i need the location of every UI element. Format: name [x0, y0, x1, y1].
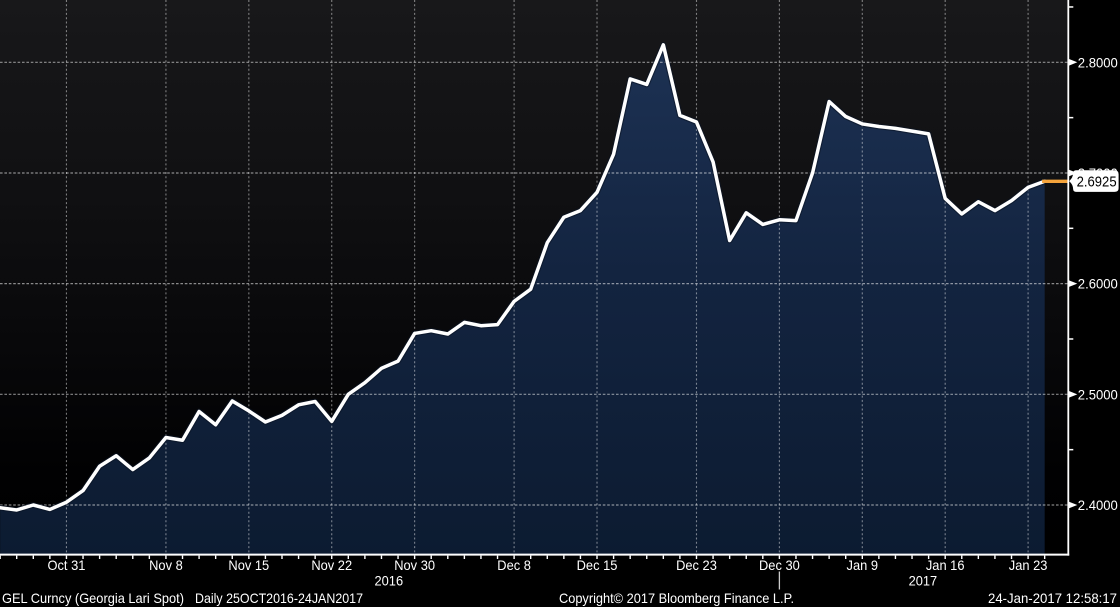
- svg-text:2.6000: 2.6000: [1078, 276, 1118, 292]
- svg-text:Jan 23: Jan 23: [1009, 557, 1048, 573]
- svg-text:2.5000: 2.5000: [1078, 386, 1118, 402]
- svg-text:Jan 9: Jan 9: [847, 557, 879, 573]
- svg-text:2.6925: 2.6925: [1077, 175, 1117, 191]
- svg-text:Dec 8: Dec 8: [497, 557, 531, 573]
- svg-text:Nov 8: Nov 8: [149, 557, 183, 573]
- svg-text:24-Jan-2017 12:58:17: 24-Jan-2017 12:58:17: [988, 590, 1117, 606]
- svg-text:Dec 23: Dec 23: [676, 557, 717, 573]
- svg-text:Daily 25OCT2016-24JAN2017: Daily 25OCT2016-24JAN2017: [195, 590, 363, 606]
- svg-text:Nov 22: Nov 22: [311, 557, 352, 573]
- svg-text:Dec 30: Dec 30: [759, 557, 800, 573]
- svg-text:Oct 31: Oct 31: [48, 557, 86, 573]
- svg-text:Nov 15: Nov 15: [228, 557, 269, 573]
- svg-text:2017: 2017: [909, 573, 938, 589]
- svg-text:Jan 16: Jan 16: [926, 557, 965, 573]
- svg-text:2.4000: 2.4000: [1078, 497, 1118, 513]
- svg-text:GEL Curncy (Georgia Lari Spot): GEL Curncy (Georgia Lari Spot): [2, 590, 184, 606]
- svg-text:Copyright© 2017 Bloomberg Fina: Copyright© 2017 Bloomberg Finance L.P.: [559, 590, 794, 606]
- svg-text:2.8000: 2.8000: [1078, 54, 1118, 70]
- svg-text:2016: 2016: [375, 573, 404, 589]
- svg-text:Dec 15: Dec 15: [577, 557, 618, 573]
- svg-text:Nov 30: Nov 30: [394, 557, 435, 573]
